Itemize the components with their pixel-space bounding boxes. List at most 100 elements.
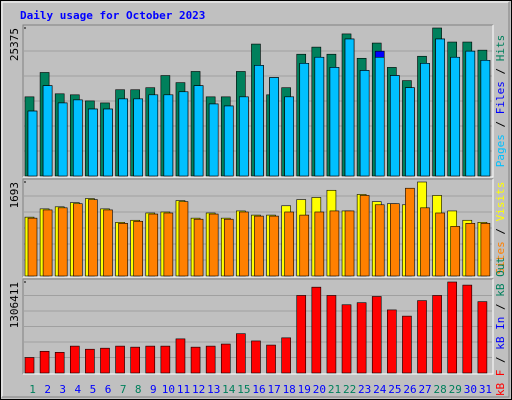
legend-entry: Files <box>494 81 507 114</box>
bar <box>163 212 174 277</box>
x-tick-label: 29 <box>449 383 462 396</box>
bar <box>341 304 352 374</box>
bar <box>299 63 310 177</box>
bar <box>239 211 249 277</box>
x-tick-label: 22 <box>343 383 356 396</box>
bar <box>314 211 325 277</box>
bar <box>435 38 445 177</box>
bar <box>39 350 50 374</box>
legend-separator: / <box>494 297 507 317</box>
x-tick-label: 15 <box>237 383 250 396</box>
bar <box>405 87 415 177</box>
bar <box>72 203 83 277</box>
y-tick-label: 1306411 <box>8 282 21 328</box>
bar <box>145 345 156 374</box>
bar <box>344 38 355 177</box>
x-tick-label: 12 <box>192 383 205 396</box>
bar <box>269 77 279 177</box>
x-tick-label: 28 <box>434 383 447 396</box>
x-tick-label: 6 <box>105 383 112 396</box>
x-tick-label: 19 <box>298 383 311 396</box>
bar <box>54 352 65 374</box>
bar <box>42 209 53 277</box>
bar <box>133 220 143 277</box>
legend-entry: Visits <box>494 182 507 222</box>
panel-bevel <box>22 24 493 177</box>
x-tick-label: 17 <box>267 383 280 396</box>
bar <box>390 203 400 277</box>
bar <box>223 218 234 277</box>
x-tick-label: 3 <box>59 383 66 396</box>
bar <box>299 214 310 277</box>
x-tick-label: 21 <box>328 383 341 396</box>
bar <box>160 345 171 374</box>
legend-entry: kB Out <box>494 257 507 297</box>
bar <box>269 215 279 277</box>
x-tick-label: 24 <box>373 383 387 396</box>
bar <box>387 309 397 374</box>
bar <box>103 108 113 177</box>
bar <box>27 110 38 177</box>
legend-entry: Sites <box>494 241 507 274</box>
bar <box>133 98 143 177</box>
bar <box>326 295 337 374</box>
legend-entry: Hits <box>494 35 507 62</box>
bar <box>72 99 83 177</box>
legend-entry: Pages <box>494 134 507 167</box>
bar <box>462 284 473 374</box>
bar <box>115 345 125 374</box>
bar <box>296 295 307 374</box>
bar <box>281 337 291 374</box>
x-tick-label: 31 <box>479 383 492 396</box>
x-tick-label: 7 <box>120 383 127 396</box>
x-tick-label: 5 <box>90 383 97 396</box>
bar <box>57 207 68 277</box>
bar <box>420 207 430 277</box>
bar <box>130 346 140 374</box>
bar <box>284 96 294 177</box>
bar <box>465 223 476 277</box>
bar <box>314 56 325 177</box>
x-tick-label: 2 <box>44 383 51 396</box>
panel-bevel <box>22 278 493 374</box>
x-tick-label: 4 <box>75 383 82 396</box>
bar <box>223 105 234 177</box>
x-tick-label: 20 <box>313 383 326 396</box>
bar <box>359 195 370 277</box>
x-tick-label: 8 <box>135 383 142 396</box>
legend-separator: / <box>494 221 507 241</box>
x-tick-label: 18 <box>283 383 296 396</box>
bar <box>57 102 68 177</box>
bar <box>178 91 189 177</box>
x-tick-label: 1 <box>29 383 36 396</box>
panel-bevel <box>22 178 493 277</box>
legend-entry: kB In <box>494 317 507 350</box>
bar <box>190 346 201 374</box>
bar <box>465 50 476 177</box>
bar <box>239 96 249 177</box>
legend-separator: / <box>494 61 507 81</box>
bar <box>220 343 231 374</box>
bar <box>356 302 367 374</box>
bar <box>27 217 38 277</box>
x-tick-label: 11 <box>177 383 190 396</box>
bar <box>420 63 430 177</box>
bar <box>432 295 442 374</box>
legend-separator: / <box>494 350 507 370</box>
y-tick-label: 1693 <box>8 182 21 209</box>
x-tick-label: 10 <box>162 383 175 396</box>
bar <box>88 108 98 177</box>
bar <box>118 223 128 277</box>
bar <box>118 98 128 177</box>
bar <box>390 75 400 177</box>
bar <box>254 215 264 277</box>
bar <box>480 60 491 177</box>
bar <box>311 286 322 374</box>
bar <box>208 103 219 177</box>
legend-separator: / <box>494 114 507 134</box>
bar <box>329 67 340 177</box>
bar <box>103 209 113 277</box>
bar <box>477 301 488 374</box>
bar <box>447 281 458 374</box>
bar <box>405 187 415 277</box>
